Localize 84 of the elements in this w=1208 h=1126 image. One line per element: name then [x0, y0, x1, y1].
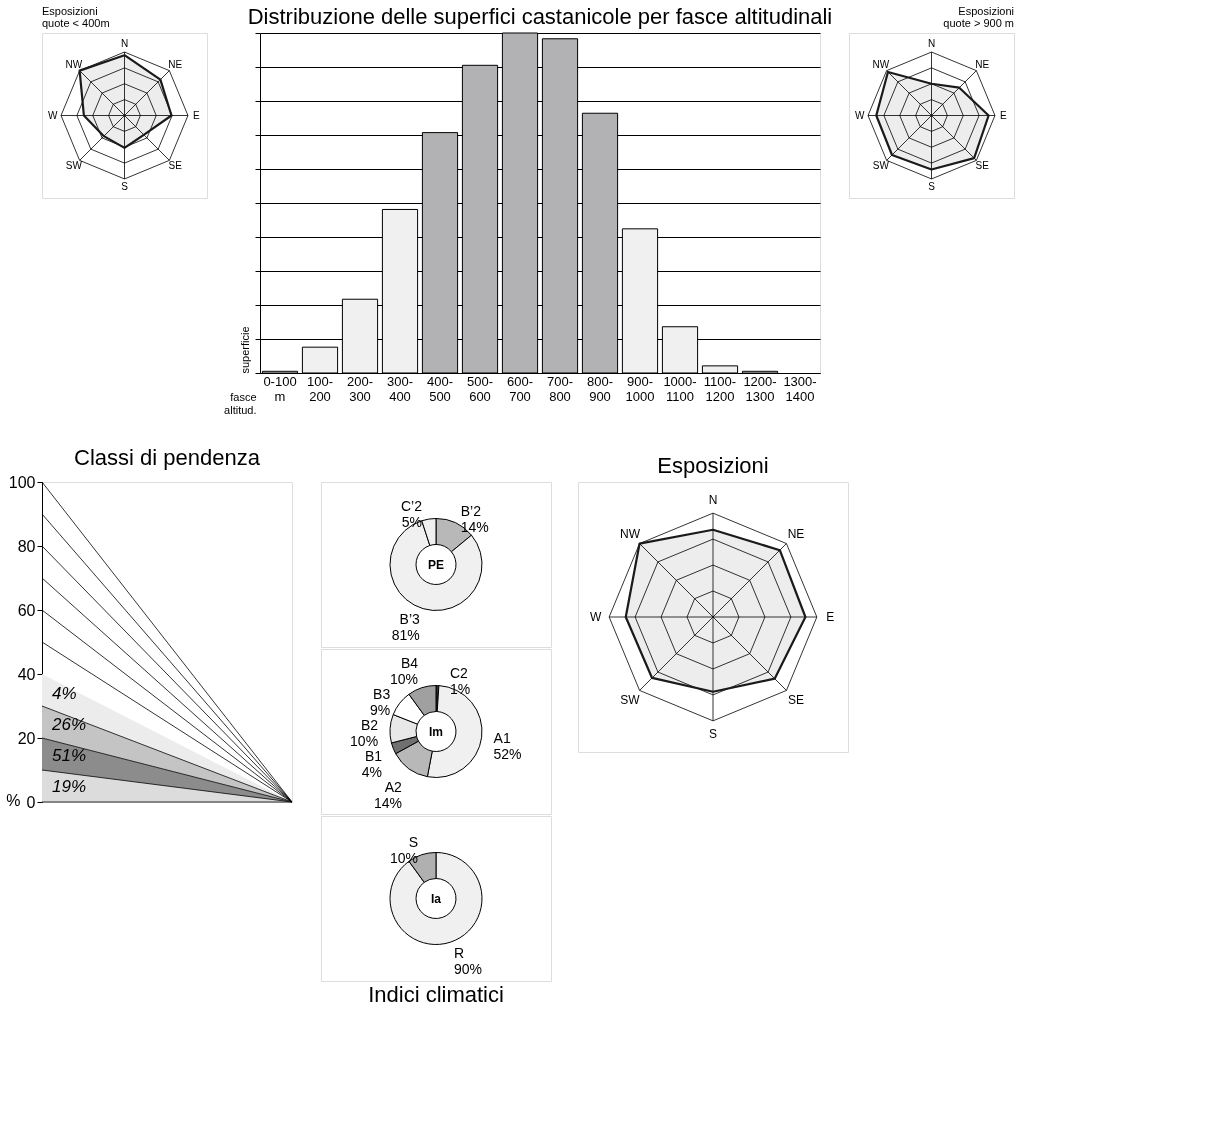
y-tick-label: 0 [26, 793, 36, 811]
data-label: 52% [493, 745, 522, 762]
x-tick-label: 1000-1100 [663, 373, 697, 404]
x-tick-label: 800-900 [586, 373, 614, 404]
data-label: 5% [401, 514, 422, 531]
spoke-label: NE [975, 58, 990, 70]
x-tick-label: 200-300 [346, 373, 374, 404]
spoke-label: S [928, 181, 936, 193]
slice-label: S [408, 834, 419, 851]
x-tick-label: 400-500 [426, 373, 454, 404]
x-axis-title: fasce altitud. [224, 390, 257, 416]
y-axis-title: % [6, 791, 21, 809]
spoke-label: SE [168, 160, 183, 172]
slice-label: B3 [373, 686, 391, 703]
spoke-label: NE [168, 58, 183, 70]
spoke-label: W [589, 610, 602, 624]
spoke-label: NW [620, 527, 641, 542]
slice-label: B’2 [460, 503, 482, 520]
data-label: 81% [391, 627, 420, 644]
data-label: 14% [373, 795, 402, 812]
text: Ia [430, 891, 442, 906]
data-label: 14% [460, 519, 489, 536]
slice-label: R [453, 944, 465, 961]
text: Im [428, 724, 444, 739]
slice-label: B1 [364, 748, 383, 765]
spoke-label: N [120, 37, 129, 49]
chart-title: Esposizioni quote < 400m [42, 5, 110, 29]
spoke-label: SW [65, 160, 83, 172]
chart-title: Esposizioni quote > 900 m [943, 5, 1014, 29]
series-label: 19% [52, 776, 87, 796]
data-label: 90% [453, 960, 482, 977]
x-tick-label: 1100-1200 [703, 373, 737, 404]
data-label: 1% [450, 680, 471, 697]
x-tick-label: 700-800 [546, 373, 574, 404]
chart-title: Esposizioni [657, 453, 769, 478]
y-tick-label: 60 [17, 601, 36, 619]
x-tick-label: 0-100 m [263, 373, 297, 404]
series-label: 51% [52, 745, 87, 765]
chart-title: Distribuzione delle superfici castanicole per fasce altitudinali [247, 3, 833, 29]
data-label: 10% [350, 733, 379, 750]
x-tick-label: 600-700 [506, 373, 534, 404]
data-label: 10% [390, 671, 419, 688]
data-label: 10% [390, 850, 419, 867]
slice-label: A2 [384, 779, 403, 796]
y-tick-label: 20 [17, 729, 36, 747]
slice-label: A1 [493, 729, 511, 746]
spoke-label: N [708, 492, 718, 507]
y-tick-label: 80 [17, 537, 36, 555]
spoke-label: NW [872, 58, 890, 70]
spoke-label: N [927, 37, 936, 49]
x-tick-label: 500-600 [466, 373, 494, 404]
data-label: 9% [369, 702, 391, 719]
slice-label: B2 [360, 717, 379, 734]
spoke-label: W [855, 109, 866, 121]
spoke-label: SE [787, 692, 804, 707]
spoke-label: SW [620, 692, 641, 707]
series-label: 26% [51, 715, 87, 735]
data-label: 4% [361, 764, 383, 781]
text: PE [427, 557, 445, 572]
spoke-label: SE [975, 160, 990, 172]
spoke-label: E [999, 109, 1007, 121]
spoke-label: SW [872, 160, 890, 172]
x-tick-label: 900-1000 [625, 373, 655, 404]
y-tick-label: 100 [8, 473, 36, 491]
spoke-label: NW [65, 58, 83, 70]
x-tick-label: 300-400 [386, 373, 414, 404]
spoke-label: E [192, 109, 200, 121]
text: Indici climatici [368, 982, 504, 1007]
x-tick-label: 100-200 [306, 373, 334, 404]
series-label: 4% [52, 684, 77, 704]
x-tick-label: 1300-1400 [783, 373, 817, 404]
y-axis-title: superficie [239, 326, 251, 374]
slice-label: C2 [450, 664, 469, 681]
slice-label: B4 [400, 655, 419, 672]
x-tick-label: 1200-1300 [743, 373, 777, 404]
y-tick-label: 40 [17, 665, 36, 683]
slice-label: B’3 [399, 611, 421, 628]
spoke-label: NE [787, 527, 805, 542]
spoke-label: S [708, 727, 718, 742]
spoke-label: W [48, 109, 59, 121]
spoke-label: E [826, 610, 835, 624]
spoke-label: S [121, 181, 129, 193]
slice-label: C’2 [400, 498, 423, 515]
chart-title: Classi di pendenza [74, 445, 261, 470]
